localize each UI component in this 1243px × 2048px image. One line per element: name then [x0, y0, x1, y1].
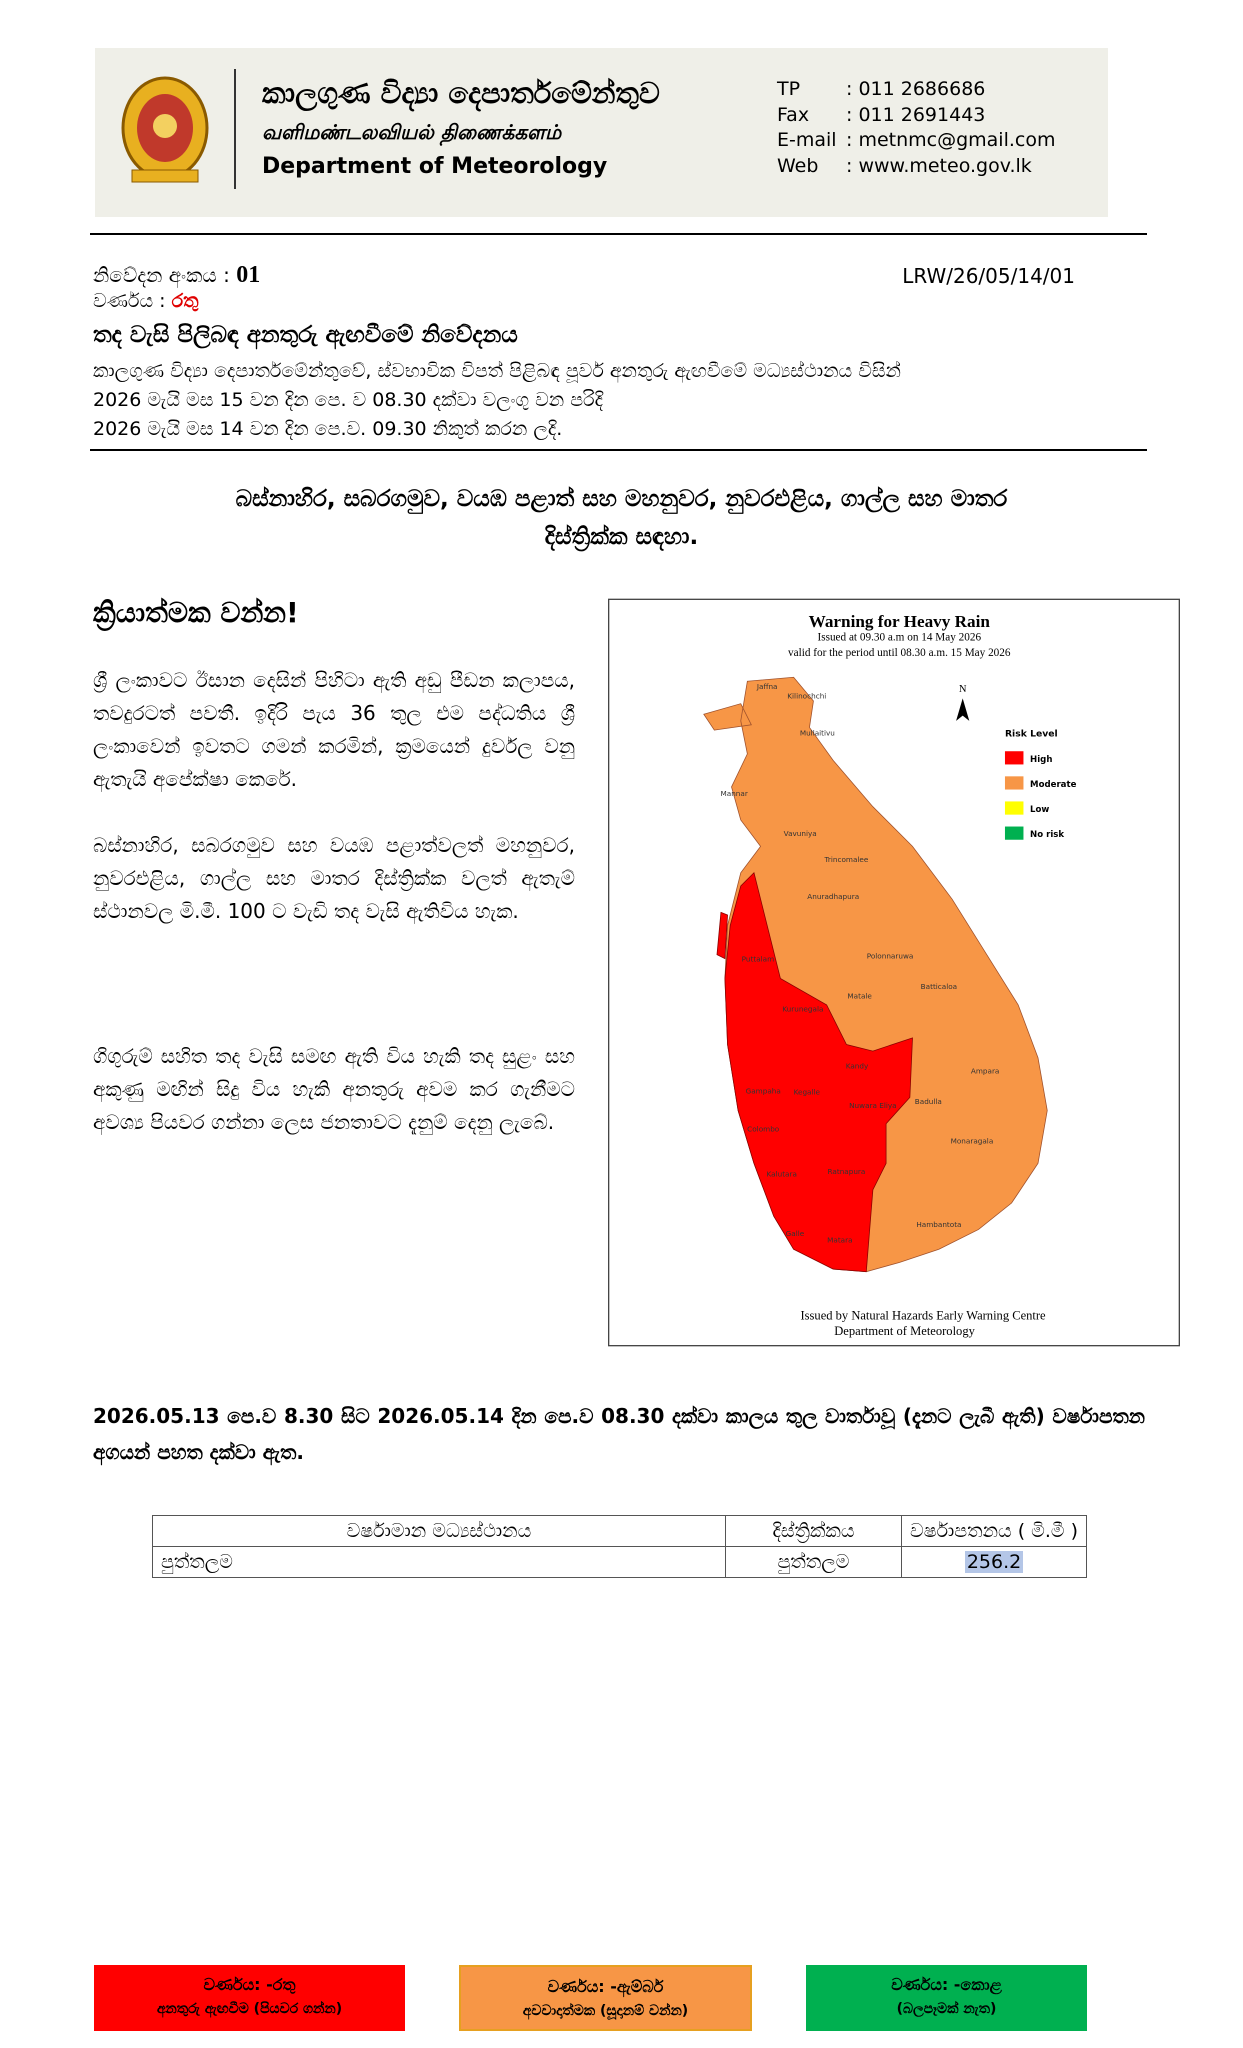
- district-label: Batticaloa: [921, 982, 957, 991]
- legend-swatch: [1004, 776, 1024, 790]
- paragraph: බස්නාහිර, සබරගමුව සහ වයඹ පළාත්වලත් මහනුව…: [93, 833, 575, 923]
- legend-title: Risk Level: [1005, 729, 1058, 740]
- district-label: Gampaha: [746, 1086, 781, 1095]
- table-cell: 256.2: [901, 1546, 1087, 1578]
- value: රතු: [171, 290, 199, 312]
- north-arrow: [956, 698, 970, 721]
- rule: [90, 449, 1147, 451]
- district-label: Kalutara: [767, 1170, 797, 1179]
- map-title: Warning for Heavy Rain: [809, 612, 991, 631]
- district-label: Galle: [786, 1229, 805, 1238]
- legend-swatch: [1004, 751, 1024, 765]
- color-key-sublabel: අනතුරු ඇඟවීම (පියවර ගන්න): [156, 2001, 343, 2017]
- validity: 2026 මැයි මස 15 වන දින පෙ. ව 08.30 දක්වා…: [93, 389, 604, 411]
- title-si: කාලගුණ විද්‍යා දෙපාර්තමේන්තුව: [262, 76, 660, 110]
- paragraph: ගිගුරුම් සහිත තද වැසි සමඟ ඇති විය හැකි ත…: [93, 1044, 575, 1134]
- divider: [234, 69, 236, 189]
- district-label: Matara: [827, 1236, 852, 1245]
- table-cell: පුත්තලම: [152, 1546, 726, 1578]
- cell-text: පුත්තලම: [161, 1551, 233, 1573]
- cell-text: 256.2: [964, 1551, 1024, 1573]
- district-label: Mannar: [721, 789, 748, 798]
- district-label: Kurunegala: [782, 1004, 823, 1013]
- district-label: Jaffna: [756, 682, 778, 691]
- north-label: N: [959, 684, 967, 695]
- contact-value: : 011 2691443: [846, 103, 986, 126]
- title-ta: வளிமண்டலவியல் திணைக்களம்: [262, 120, 562, 144]
- issuer: කාලගුණ විද්‍යා දෙපාර්තමේන්තුවේ, ස්වභාවික…: [93, 360, 901, 382]
- contact-value: : metnmc@gmail.com: [846, 129, 1056, 151]
- heading: බස්නාහිර, සබරගමුව, වයඹ පළාත් සහ මහනුවර, …: [235, 486, 1008, 512]
- notice-title: තද වැසි පිලිබඳ අනතුරු ඇඟවීමේ නිවේදනය: [93, 322, 518, 348]
- district-label: Vavuniya: [784, 829, 817, 838]
- table-cell: පුත්තලම: [724, 1546, 903, 1578]
- label: වර්ණය :: [93, 290, 166, 312]
- color-key-sublabel: (බලපෑමක් නැත): [896, 2001, 997, 2017]
- district-label: Trincomalee: [824, 855, 869, 864]
- contact-label: Web: [777, 154, 819, 177]
- color-key-label: වර්ණය: -රතු: [203, 1975, 296, 1994]
- map-issued: Issued at 09.30 a.m on 14 May 2026: [817, 631, 981, 643]
- district-label: Kandy: [846, 1061, 869, 1070]
- district-label: Mullaitivu: [800, 728, 835, 737]
- emblem: [121, 76, 209, 183]
- color-key: වර්ණය: -ඇම්බර් අවවාදාත්මක (සූදානම් වන්න): [459, 1965, 752, 2031]
- reference: LRW/26/05/14/01: [902, 264, 1075, 288]
- district-label: Ampara: [971, 1067, 1000, 1076]
- district-label: Hambantota: [916, 1220, 961, 1229]
- map-footer: Issued by Natural Hazards Early Warning …: [800, 1308, 1046, 1322]
- label: නිවේදන අංකය :: [93, 263, 230, 287]
- action: ක්‍රියාත්මක වන්න!: [93, 596, 299, 629]
- color-key-label: වර්ණය: -කොළ: [891, 1975, 1002, 1994]
- map-footer: Department of Meteorology: [834, 1324, 975, 1338]
- district-label: Matale: [847, 991, 872, 1000]
- district-label: Kilinochchi: [787, 691, 826, 700]
- district-label: Kegalle: [794, 1088, 821, 1097]
- map-valid: valid for the period until 08.30 a.m. 15…: [788, 647, 1011, 659]
- contact-label: TP: [777, 78, 801, 100]
- district-label: Monaragala: [951, 1137, 994, 1146]
- district-label: Nuwara Eliya: [849, 1101, 896, 1110]
- title-en: Department of Meteorology: [262, 154, 608, 179]
- legend-label: No risk: [1030, 830, 1064, 840]
- heading: දිස්ත්‍රික්ක සඳහා.: [544, 524, 699, 550]
- value: 01: [236, 262, 261, 288]
- rainfall-intro: 2026.05.13 පෙ.ව 8.30 සිට 2026.05.14 දින …: [93, 1404, 1145, 1464]
- table-header: වර්ෂාපතනය ( මි.මී ): [901, 1515, 1087, 1547]
- district-label: Puttalam: [742, 954, 774, 963]
- contact-label: E-mail: [777, 129, 837, 151]
- legend-label: Moderate: [1030, 780, 1077, 790]
- header-row: වර්ෂාමාන මධ්‍යස්ථානය දිස්ත්‍රික්කය වර්ෂාපත…: [152, 1515, 1087, 1547]
- color-key-sublabel: අවවාදාත්මක (සූදානම් වන්න): [522, 2003, 689, 2019]
- color-key: වර්ණය: -රතු අනතුරු ඇඟවීම (පියවර ගන්න): [94, 1965, 405, 2031]
- district-label: Anuradhapura: [807, 892, 859, 901]
- district-label: Polonnaruwa: [867, 952, 914, 961]
- high-risk-area: [716, 871, 913, 1273]
- color-key: වර්ණය: -කොළ (බලපෑමක් නැත): [806, 1965, 1087, 2031]
- legend-swatch: [1004, 801, 1024, 815]
- district-label: Ratnapura: [828, 1167, 866, 1176]
- legend-label: Low: [1030, 805, 1049, 815]
- table-header: දිස්ත්‍රික්කය: [724, 1515, 903, 1547]
- paragraph: ශ්‍රී ලංකාවට ඊසාන දෙසින් පිහිටා ඇති අඩු …: [93, 668, 575, 791]
- notice-number: නිවේදන අංකය : 01: [93, 262, 260, 289]
- color-line: වර්ණය : රතු: [93, 290, 199, 312]
- color-key-label: වර්ණය: -ඇම්බර්: [547, 1977, 664, 1996]
- legend-label: High: [1030, 755, 1052, 765]
- cell-text: පුත්තලම: [777, 1551, 850, 1573]
- contact-value: : www.meteo.gov.lk: [846, 154, 1032, 177]
- rainfall-table: වර්ෂාමාන මධ්‍යස්ථානය දිස්ත්‍රික්කය වර්ෂාපත…: [152, 1515, 1087, 1578]
- legend-swatch: [1004, 826, 1024, 840]
- contact-label: Fax: [777, 103, 810, 126]
- table-row: පුත්තලම පුත්තලම 256.2: [152, 1546, 1087, 1578]
- header-box: [95, 48, 1108, 217]
- issued: 2026 මැයි මස 14 වන දින පෙ.ව. 09.30 නිකුත…: [93, 418, 563, 440]
- district-label: Badulla: [915, 1097, 942, 1106]
- district-label: Colombo: [747, 1125, 780, 1134]
- table-header: වර්ෂාමාන මධ්‍යස්ථානය: [152, 1515, 726, 1547]
- contact-value: : 011 2686686: [846, 78, 986, 100]
- rule: [90, 233, 1147, 235]
